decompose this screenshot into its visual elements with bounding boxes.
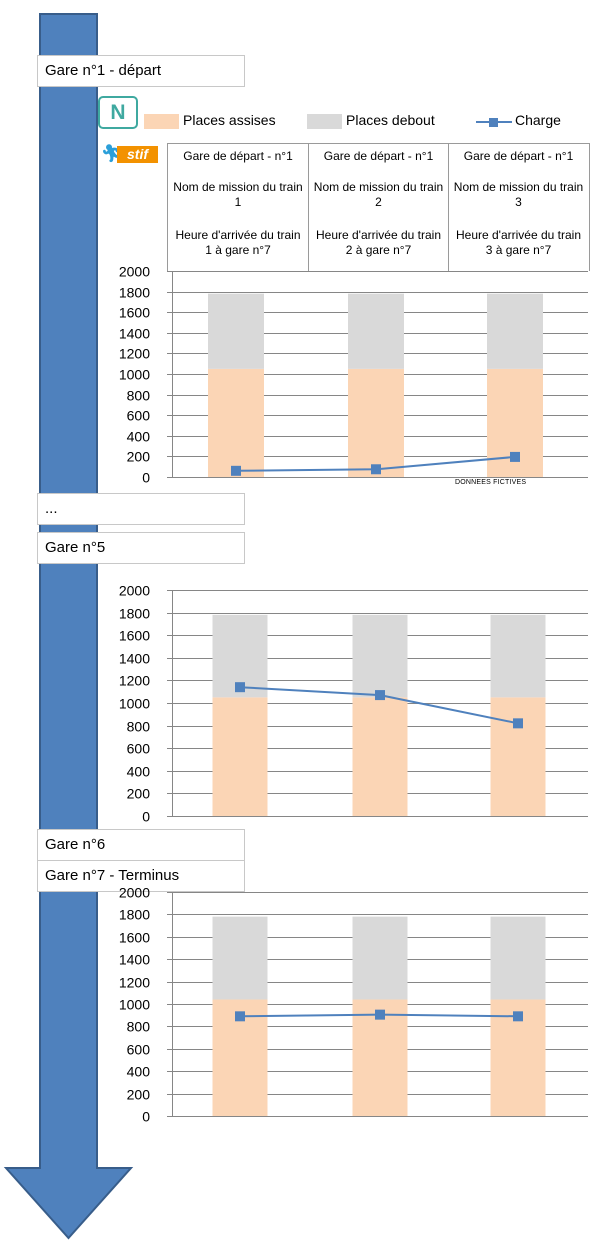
y-tick-label: 1200 [119,346,150,362]
station-label-1: Gare n°1 - départ [37,55,245,87]
bar-standing [352,916,408,1000]
y-tick-label: 200 [127,449,151,465]
charge-point [513,1011,523,1022]
y-tick-label: 0 [142,1109,150,1125]
y-tick-label: 600 [127,1042,151,1058]
n-line-logo: N [98,96,138,129]
y-tick-label: 800 [127,1019,151,1035]
legend-label-seated: Places assises [183,112,276,128]
y-tick-label: 400 [127,764,151,780]
legend-swatch-standing [307,114,342,129]
station-label-5: Gare n°5 [37,532,245,564]
charge-point [235,682,245,693]
charge-point [375,690,385,701]
bar-seated [490,697,546,816]
bar-seated [352,697,408,816]
charge-point [375,1009,385,1020]
train-3-arrival: Heure d'arrivée du train 3 à gare n°7 [455,228,582,257]
charge-point [231,465,241,476]
y-tick-label: 400 [127,1064,151,1080]
bar-standing [212,916,268,1000]
train-2-departure: Gare de départ - n°1 [323,149,434,163]
y-tick-label: 1600 [119,305,150,321]
y-tick-label: 600 [127,741,151,757]
bar-seated [348,368,404,477]
y-tick-label: 1200 [119,673,150,689]
legend-label-standing: Places debout [346,112,435,128]
y-tick-label: 2000 [119,264,150,280]
chart-gare-6: 0 200 400 600 800 1000 1200 1400 1600 1800 2000 [119,885,588,1125]
train-3-mission: Nom de mission du train 3 [453,180,584,209]
legend-label-charge: Charge [515,112,561,128]
train-3-departure: Gare de départ - n°1 [463,149,574,163]
bar-standing [208,293,264,369]
y-tick-label: 2000 [119,885,150,901]
y-tick-label: 1600 [119,930,150,946]
y-tick-label: 1800 [119,907,150,923]
y-tick-label: 600 [127,408,151,424]
y-tick-label: 1400 [119,326,150,342]
train-info-column-2: Gare de départ - n°1 Nom de mission du t… [308,144,448,271]
charge-point [371,464,381,475]
legend-swatch-charge [476,118,512,127]
bar-standing [490,916,546,1000]
bar-standing [348,293,404,369]
train-info-column-3: Gare de départ - n°1 Nom de mission du t… [448,144,588,271]
y-tick-label: 200 [127,1087,151,1103]
station-label-ellipsis: ... [37,493,245,525]
y-tick-label: 800 [127,388,151,404]
station-label-7: Gare n°7 - Terminus [37,860,245,892]
train-info-table: Gare de départ - n°1 Nom de mission du t… [167,143,590,271]
train-1-departure: Gare de départ - n°1 [183,149,293,163]
y-tick-label: 1600 [119,628,150,644]
bar-seated [208,368,264,477]
stif-logo-text: stif [117,146,158,163]
train-2-arrival: Heure d'arrivée du train 2 à gare n°7 [315,228,442,257]
y-tick-label: 400 [127,429,151,445]
y-tick-label: 800 [127,719,151,735]
legend-swatch-seated [144,114,179,129]
bar-standing [352,614,408,698]
y-tick-label: 1400 [119,651,150,667]
stif-logo: 🏃︎ stif [101,144,158,166]
train-2-mission: Nom de mission du train 2 [313,180,444,209]
y-tick-label: 1000 [119,997,150,1013]
y-tick-label: 1200 [119,975,150,991]
charge-point [510,451,520,462]
y-tick-label: 0 [142,809,150,825]
train-1-arrival: Heure d'arrivée du train 1 à gare n°7 [175,228,301,257]
y-tick-label: 1400 [119,952,150,968]
bar-standing [490,614,546,698]
y-tick-label: 1800 [119,285,150,301]
y-tick-label: 200 [127,786,151,802]
charge-point [513,718,523,729]
charge-point [235,1011,245,1022]
bar-standing [487,293,543,369]
chart-gare-1: 0 200 400 600 800 1000 1200 1400 1600 1800 2000 [119,264,588,486]
station-label-6: Gare n°6 [37,829,245,861]
fictive-data-note: DONNEES FICTIVES [455,479,527,486]
y-tick-label: 1000 [119,696,150,712]
y-tick-label: 1800 [119,606,150,622]
y-tick-label: 0 [142,470,150,486]
bar-seated [212,697,268,816]
y-tick-label: 2000 [119,583,150,599]
chart-gare-5: 0 200 400 600 800 1000 1200 1400 1600 1800 2000 [119,583,588,825]
train-1-mission: Nom de mission du train 1 [173,180,303,209]
arrow-shape [3,13,134,1240]
y-tick-label: 1000 [119,367,150,383]
train-info-column-1: Gare de départ - n°1 Nom de mission du t… [168,144,308,271]
